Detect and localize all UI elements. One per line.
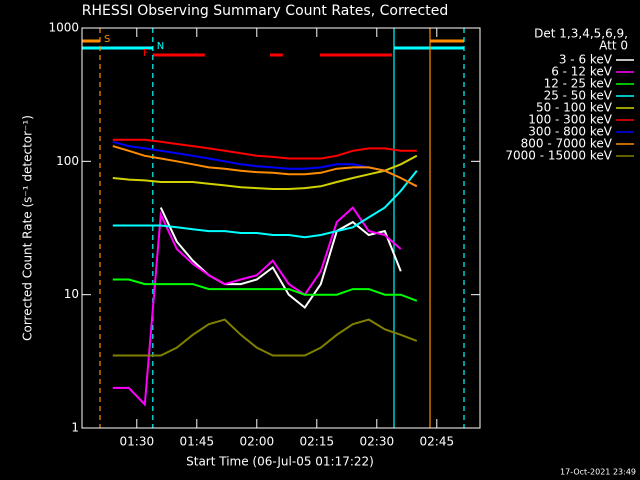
flag-label: S xyxy=(104,34,110,45)
legend-title: Det 1,3,4,5,6,9, xyxy=(534,27,628,41)
x-tick-label: 02:45 xyxy=(420,435,455,449)
series-line xyxy=(112,138,417,160)
flag-label: F xyxy=(143,48,149,59)
series-line xyxy=(112,145,418,188)
legend-label: 800 - 7000 keV xyxy=(521,137,613,151)
legend-label: 7000 - 15000 keV xyxy=(505,149,612,163)
x-axis-label: Start Time (06-Jul-05 01:17:22) xyxy=(186,455,374,469)
plot-area xyxy=(82,28,465,428)
y-axis-label: Corrected Count Rate (s⁻¹ detector⁻¹) xyxy=(21,115,35,341)
series-line xyxy=(112,278,418,302)
y-tick-label: 10 xyxy=(64,287,79,301)
series-line xyxy=(112,170,418,239)
x-tick-label: 01:30 xyxy=(120,435,155,449)
legend-title: Att 0 xyxy=(599,39,628,53)
x-tick-label: 02:15 xyxy=(300,435,335,449)
series-line xyxy=(112,318,418,357)
legend-label: 25 - 50 keV xyxy=(544,89,613,103)
x-tick-label: 02:30 xyxy=(360,435,395,449)
series-line xyxy=(112,154,418,190)
x-tick-label: 02:00 xyxy=(240,435,275,449)
chart-title: RHESSI Observing Summary Count Rates, Co… xyxy=(82,3,448,19)
axes-frame xyxy=(81,27,481,429)
legend-label: 12 - 25 keV xyxy=(544,77,613,91)
y-tick-label: 100 xyxy=(56,154,79,168)
footer: 17-Oct-2021 23:49 xyxy=(560,468,636,477)
flag-label: N xyxy=(157,41,164,52)
legend-label: 300 - 800 keV xyxy=(528,125,612,139)
series-line xyxy=(112,206,402,407)
legend-label: 50 - 100 keV xyxy=(536,101,613,115)
series-line xyxy=(159,207,402,310)
legend-label: 6 - 12 keV xyxy=(551,65,613,79)
legend-label: 3 - 6 keV xyxy=(559,53,613,67)
legend-label: 100 - 300 keV xyxy=(528,113,612,127)
x-tick-label: 01:45 xyxy=(180,435,215,449)
y-tick-label: 1000 xyxy=(48,21,79,35)
y-tick-label: 1 xyxy=(71,421,79,435)
